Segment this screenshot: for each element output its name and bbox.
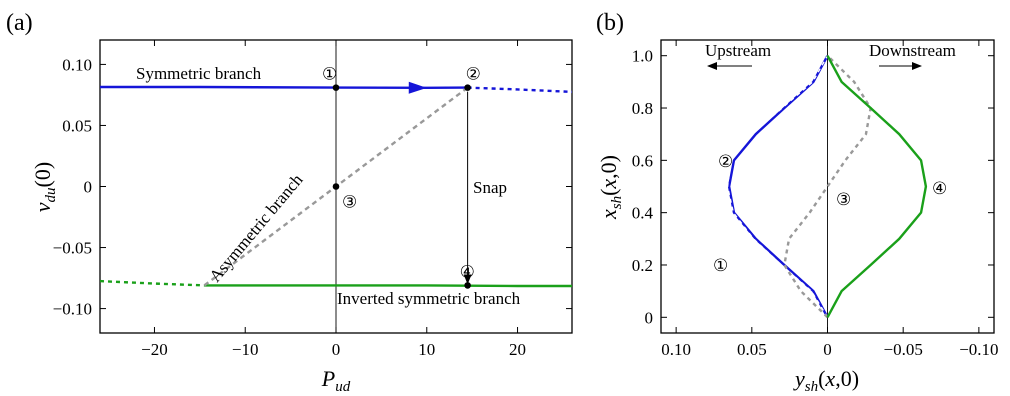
- panel-b-ylabel: xsh(x,0): [596, 155, 625, 220]
- curve-label-3: ③: [836, 190, 851, 209]
- panel-b-xtick-label: −0.10: [959, 340, 998, 359]
- panel-a-xlabel: Pud: [321, 366, 351, 395]
- panel-a-ylabel: vdu(0): [30, 162, 59, 212]
- panel-b-ytick-label: 1.0: [632, 47, 653, 66]
- panel-a-ytick-label: 0.10: [62, 55, 92, 74]
- panel-b-xtick-label: 0: [823, 340, 832, 359]
- panel-a-series-2: [204, 284, 572, 288]
- panel-a-points: ① ② ③ ④: [322, 65, 481, 289]
- panel-a: (a) −20 −10 0 10 20 −0.10 −0.05 0 0.05 0.10 Pud v…: [6, 10, 573, 395]
- curve-label-4: ④: [932, 179, 947, 198]
- panel-b-series-2: [783, 54, 872, 319]
- inverted-symmetric-branch-label: Inverted symmetric branch: [337, 289, 521, 308]
- panel-a-ytick-label: −0.05: [53, 239, 92, 258]
- panel-b-label: (b): [596, 10, 624, 36]
- state-point-4: [464, 282, 471, 289]
- state-point-3: [332, 183, 340, 190]
- panel-a-xtick-label: 0: [332, 340, 341, 359]
- panel-a-label: (a): [6, 10, 33, 36]
- panel-b-xtick-label: 0.10: [661, 340, 691, 359]
- panel-b-xtick-label: −0.05: [884, 340, 923, 359]
- snap-label: Snap: [473, 178, 507, 197]
- symmetric-branch-label: Symmetric branch: [136, 64, 262, 83]
- curve-label-2: ②: [718, 152, 733, 171]
- panel-b-series-3: [826, 55, 928, 318]
- panel-b-series-1: [726, 55, 829, 318]
- panel-b-ytick-label: 0.2: [632, 256, 653, 275]
- curve-label-1: ①: [713, 256, 728, 275]
- panel-b-ytick-label: 0.6: [632, 151, 653, 170]
- panel-b-ytick-label: 0.4: [632, 204, 654, 223]
- panel-b-xtick-label: 0.05: [737, 340, 767, 359]
- panel-b-tick-labels: 0.10 0.05 0 −0.05 −0.10 0 0.2 0.4 0.6 0.8 1.0: [632, 47, 999, 359]
- panel-a-series-3: [99, 279, 205, 287]
- panel-a-xtick-label: −10: [232, 340, 259, 359]
- panel-a-ytick-label: 0: [84, 178, 93, 197]
- panel-a-series-1: [467, 86, 573, 94]
- panel-b-ytick-label: 0: [645, 308, 654, 327]
- panel-b-series-0: [727, 55, 829, 318]
- state-point-label-3: ③: [342, 193, 357, 212]
- panel-a-tick-labels: −20 −10 0 10 20 −0.10 −0.05 0 0.05 0.10: [53, 55, 526, 359]
- panel-b-ticks: [661, 40, 994, 333]
- state-point-2: [464, 84, 471, 91]
- downstream-label: Downstream: [869, 41, 956, 60]
- upstream-label: Upstream: [705, 41, 771, 60]
- direction-arrowhead: [408, 81, 427, 94]
- panel-a-xtick-label: 10: [418, 340, 435, 359]
- panel-a-ticks: [100, 40, 572, 333]
- state-point-label-1: ①: [322, 65, 337, 84]
- panel-b-series: [726, 40, 928, 333]
- state-point-1: [332, 84, 340, 91]
- panel-a-ytick-label: 0.05: [62, 116, 92, 135]
- panel-a-ytick-label: −0.10: [53, 300, 92, 319]
- panel-a-xtick-label: 20: [509, 340, 526, 359]
- panel-b-ytick-label: 0.8: [632, 99, 653, 118]
- state-point-label-4: ④: [460, 262, 475, 281]
- panel-a-xtick-label: −20: [141, 340, 168, 359]
- panel-b-xlabel: ysh(x,0): [793, 366, 859, 395]
- state-point-label-2: ②: [466, 65, 481, 84]
- panel-b: (b) 0.10 0.05 0 −0.05 −0.1000.20.40.60.81.0 …: [596, 10, 999, 395]
- asymmetric-branch-label: Asymmetric branch: [206, 170, 307, 286]
